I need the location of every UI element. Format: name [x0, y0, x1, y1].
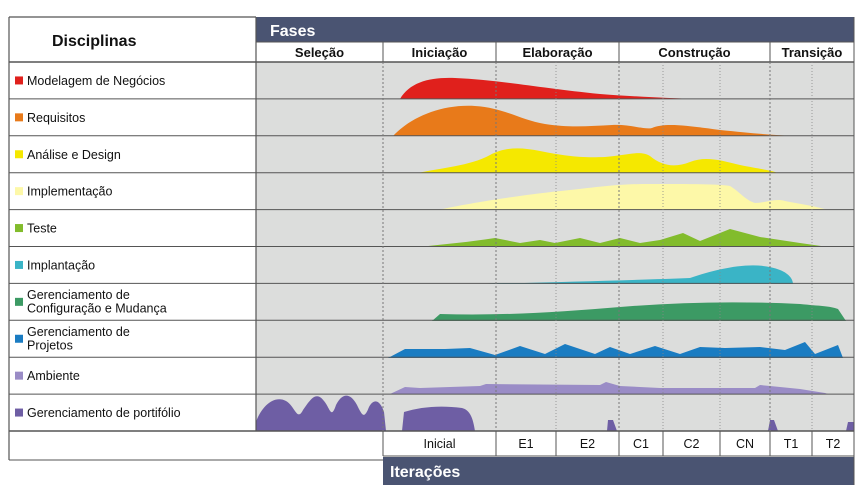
workload-area-teste: [420, 229, 828, 247]
discipline-swatch: [15, 224, 23, 233]
workload-area-gerenciamento-de-configuracao-e-mudanca: [432, 302, 846, 321]
discipline-implantacao: Implantação: [15, 258, 95, 272]
discipline-swatch: [15, 76, 23, 85]
workload-area-analise-e-design: [418, 148, 778, 173]
fases-header: Fases: [270, 23, 315, 40]
discipline-label-line: Projetos: [27, 338, 73, 352]
iteration-e2: E2: [580, 437, 595, 451]
discipline-label-line: Configuração e Mudança: [27, 301, 167, 315]
workload-area-modelagem-de-negocios: [400, 77, 690, 99]
phase-construcao: Construção: [658, 45, 730, 60]
discipline-swatch: [15, 408, 23, 417]
discipline-label: Teste: [27, 222, 57, 236]
discipline-label-line: Gerenciamento de: [27, 325, 130, 339]
discipline-label: Análise e Design: [27, 148, 121, 162]
grid-lines: [8, 16, 855, 485]
discipline-swatch: [15, 297, 23, 306]
workload-area-implementacao: [438, 184, 828, 210]
iteration-c2: C2: [684, 437, 700, 451]
discipline-labels: Modelagem de Negócios Requisitos Análise e…: [15, 74, 181, 420]
discipline-analise-e-design: Análise e Design: [15, 148, 121, 162]
discipline-label-line: Gerenciamento de: [27, 288, 130, 302]
phase-transicao: Transição: [782, 45, 843, 60]
discipline-teste: Teste: [15, 222, 57, 236]
phase-selecao: Seleção: [295, 45, 344, 60]
discipline-gerenciamento-de-portifolio: Gerenciamento de portifólio: [15, 406, 181, 420]
fases-bar: [256, 17, 854, 42]
phase-labels: Seleção Iniciação Elaboração Construção Tran…: [295, 45, 842, 60]
phase-elaboracao: Elaboração: [522, 45, 592, 60]
discipline-implementacao: Implementação: [15, 185, 113, 199]
discipline-swatch: [15, 371, 23, 380]
discipline-requisitos: Requisitos: [15, 111, 85, 125]
workload-area-ambiente: [390, 382, 828, 394]
iteration-c1: C1: [633, 437, 649, 451]
workload-area-gerenciamento-de-portifolio: [256, 395, 854, 431]
iteration-t2: T2: [826, 437, 841, 451]
discipline-label: Implantação: [27, 258, 95, 272]
workload-area-gerenciamento-de-projetos: [388, 342, 843, 358]
iteration-inicial: Inicial: [424, 437, 456, 451]
workload-area-implantacao: [487, 265, 793, 284]
discipline-label: Implementação: [27, 185, 113, 199]
iteration-t1: T1: [784, 437, 799, 451]
discipline-ambiente: Ambiente: [15, 369, 80, 383]
discipline-label: Requisitos: [27, 111, 85, 125]
discipline-swatch: [15, 187, 23, 196]
iteration-labels: Inicial E1 E2 C1 C2 CN T1 T2: [424, 437, 841, 451]
workload-area-requisitos: [393, 105, 795, 136]
discipline-label: Modelagem de Negócios: [27, 74, 165, 88]
discipline-swatch: [15, 260, 23, 269]
discipline-workload-areas: [256, 77, 854, 431]
discipline-swatch: [15, 334, 23, 343]
discipline-label: Gerenciamento de portifólio: [27, 406, 181, 420]
iteracoes-bar: [383, 457, 854, 485]
discipline-swatch: [15, 150, 23, 159]
discipline-swatch: [15, 113, 23, 122]
phase-iniciacao: Iniciação: [412, 45, 468, 60]
iteration-cn: CN: [736, 437, 754, 451]
iteration-e1: E1: [518, 437, 533, 451]
discipline-label: Ambiente: [27, 369, 80, 383]
iteracoes-header: Iterações: [390, 464, 460, 481]
discipline-modelagem-de-negocios: Modelagem de Negócios: [15, 74, 165, 88]
disciplinas-header: Disciplinas: [52, 33, 137, 50]
